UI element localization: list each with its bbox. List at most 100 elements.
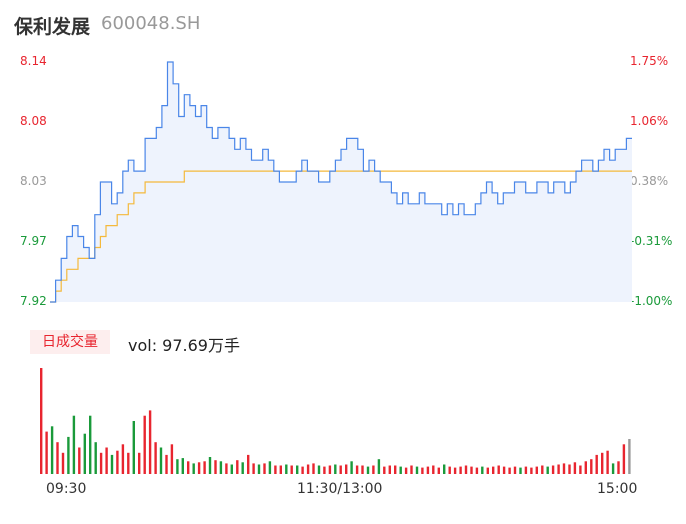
volume-bar (622, 444, 626, 474)
volume-bar (562, 463, 566, 474)
volume-bar (83, 433, 86, 474)
volume-bar (530, 467, 533, 474)
volume-bar (165, 454, 168, 474)
volume-bar (56, 442, 59, 474)
volume-bar (89, 415, 92, 474)
volume-bar (78, 447, 81, 474)
volume-bar (203, 461, 206, 474)
volume-bar (470, 466, 473, 474)
volume-bar (568, 464, 571, 474)
volume-bar (252, 463, 255, 474)
volume-bar (464, 465, 468, 474)
volume-bar (323, 466, 326, 474)
volume-bar (366, 466, 370, 474)
volume-bar (72, 415, 76, 474)
volume-bar (159, 447, 163, 474)
volume-bar (611, 463, 615, 474)
volume-bar (268, 461, 272, 474)
volume-bar (187, 461, 190, 474)
volume-bar (415, 466, 419, 474)
pct-tick-label: 1.06% (630, 114, 669, 128)
x-tick-label: 11:30/13:00 (297, 481, 383, 497)
price-tick-label: 7.97 (20, 234, 47, 248)
price-line (50, 61, 632, 303)
volume-bar (535, 466, 538, 474)
volume-bar (383, 466, 386, 474)
price-tick-label: 8.14 (20, 54, 47, 68)
volume-bar (219, 461, 223, 474)
volume-bar (573, 462, 577, 474)
volume-bar (399, 466, 402, 474)
volume-bar (432, 465, 435, 474)
volume-bar (197, 462, 201, 474)
volume-bar (350, 461, 353, 474)
volume-bar (557, 464, 560, 474)
volume-bar (116, 450, 119, 474)
volume-bar (274, 465, 277, 474)
volume-bar (524, 466, 528, 474)
volume-bar (61, 452, 65, 474)
price-tick-label: 7.92 (20, 294, 47, 308)
volume-bar (208, 457, 212, 474)
volume-bar (345, 464, 348, 474)
volume-bar (448, 466, 451, 474)
x-tick-label: 15:00 (597, 481, 638, 497)
volume-bar (579, 465, 582, 474)
volume-bar (334, 464, 337, 474)
volume-bar (170, 444, 174, 474)
volume-bar (590, 459, 593, 474)
volume-bar (388, 465, 391, 474)
volume-bar (519, 467, 522, 474)
volume-bar (339, 465, 342, 474)
volume-bar (508, 467, 511, 474)
volume-bar (443, 464, 446, 474)
volume-bar (285, 464, 288, 474)
volume-bar (584, 461, 587, 474)
volume-bar (127, 452, 130, 474)
volume-bar (601, 452, 604, 474)
pct-tick-label: 1.75% (630, 54, 669, 68)
volume-bar (214, 460, 217, 474)
volume-bar (513, 466, 517, 474)
volume-bar (99, 452, 103, 474)
volume-bar (154, 442, 157, 474)
volume-bar (290, 465, 293, 474)
volume-badge: 日成交量 (30, 330, 110, 354)
volume-bar (361, 465, 364, 474)
volume-bar (312, 463, 315, 474)
volume-bar (148, 410, 152, 474)
price-tick-label: 8.03 (20, 174, 47, 188)
volume-bar (459, 466, 462, 474)
volume-bar (595, 454, 598, 474)
x-tick-label: 09:30 (46, 481, 87, 497)
volume-bar (606, 450, 609, 474)
volume-bar (45, 431, 48, 474)
volume-bar (225, 463, 228, 474)
pct-tick-label: -0.31% (630, 234, 673, 248)
volume-bar (50, 426, 54, 474)
volume-bar (181, 458, 184, 474)
volume-bar (486, 467, 489, 474)
volume-bar (404, 467, 408, 474)
stock-code: 600048.SH (101, 13, 201, 34)
volume-bar (453, 467, 457, 474)
volume-bar (138, 452, 141, 474)
volume-bar (372, 465, 375, 474)
volume-bar (306, 464, 310, 474)
volume-bar (296, 465, 299, 474)
volume-bar (377, 459, 381, 474)
volume-bar (328, 465, 332, 474)
volume-bar (497, 465, 500, 474)
volume-bar (628, 439, 631, 474)
pct-tick-label: 0.38% (630, 174, 669, 188)
volume-bar (143, 415, 146, 474)
volume-bar (492, 466, 495, 474)
volume-bar (132, 421, 135, 474)
volume-bar (551, 465, 555, 474)
volume-bar (301, 466, 304, 474)
volume-bar (546, 466, 549, 474)
volume-bar (475, 467, 479, 474)
volume-bar (617, 461, 620, 474)
